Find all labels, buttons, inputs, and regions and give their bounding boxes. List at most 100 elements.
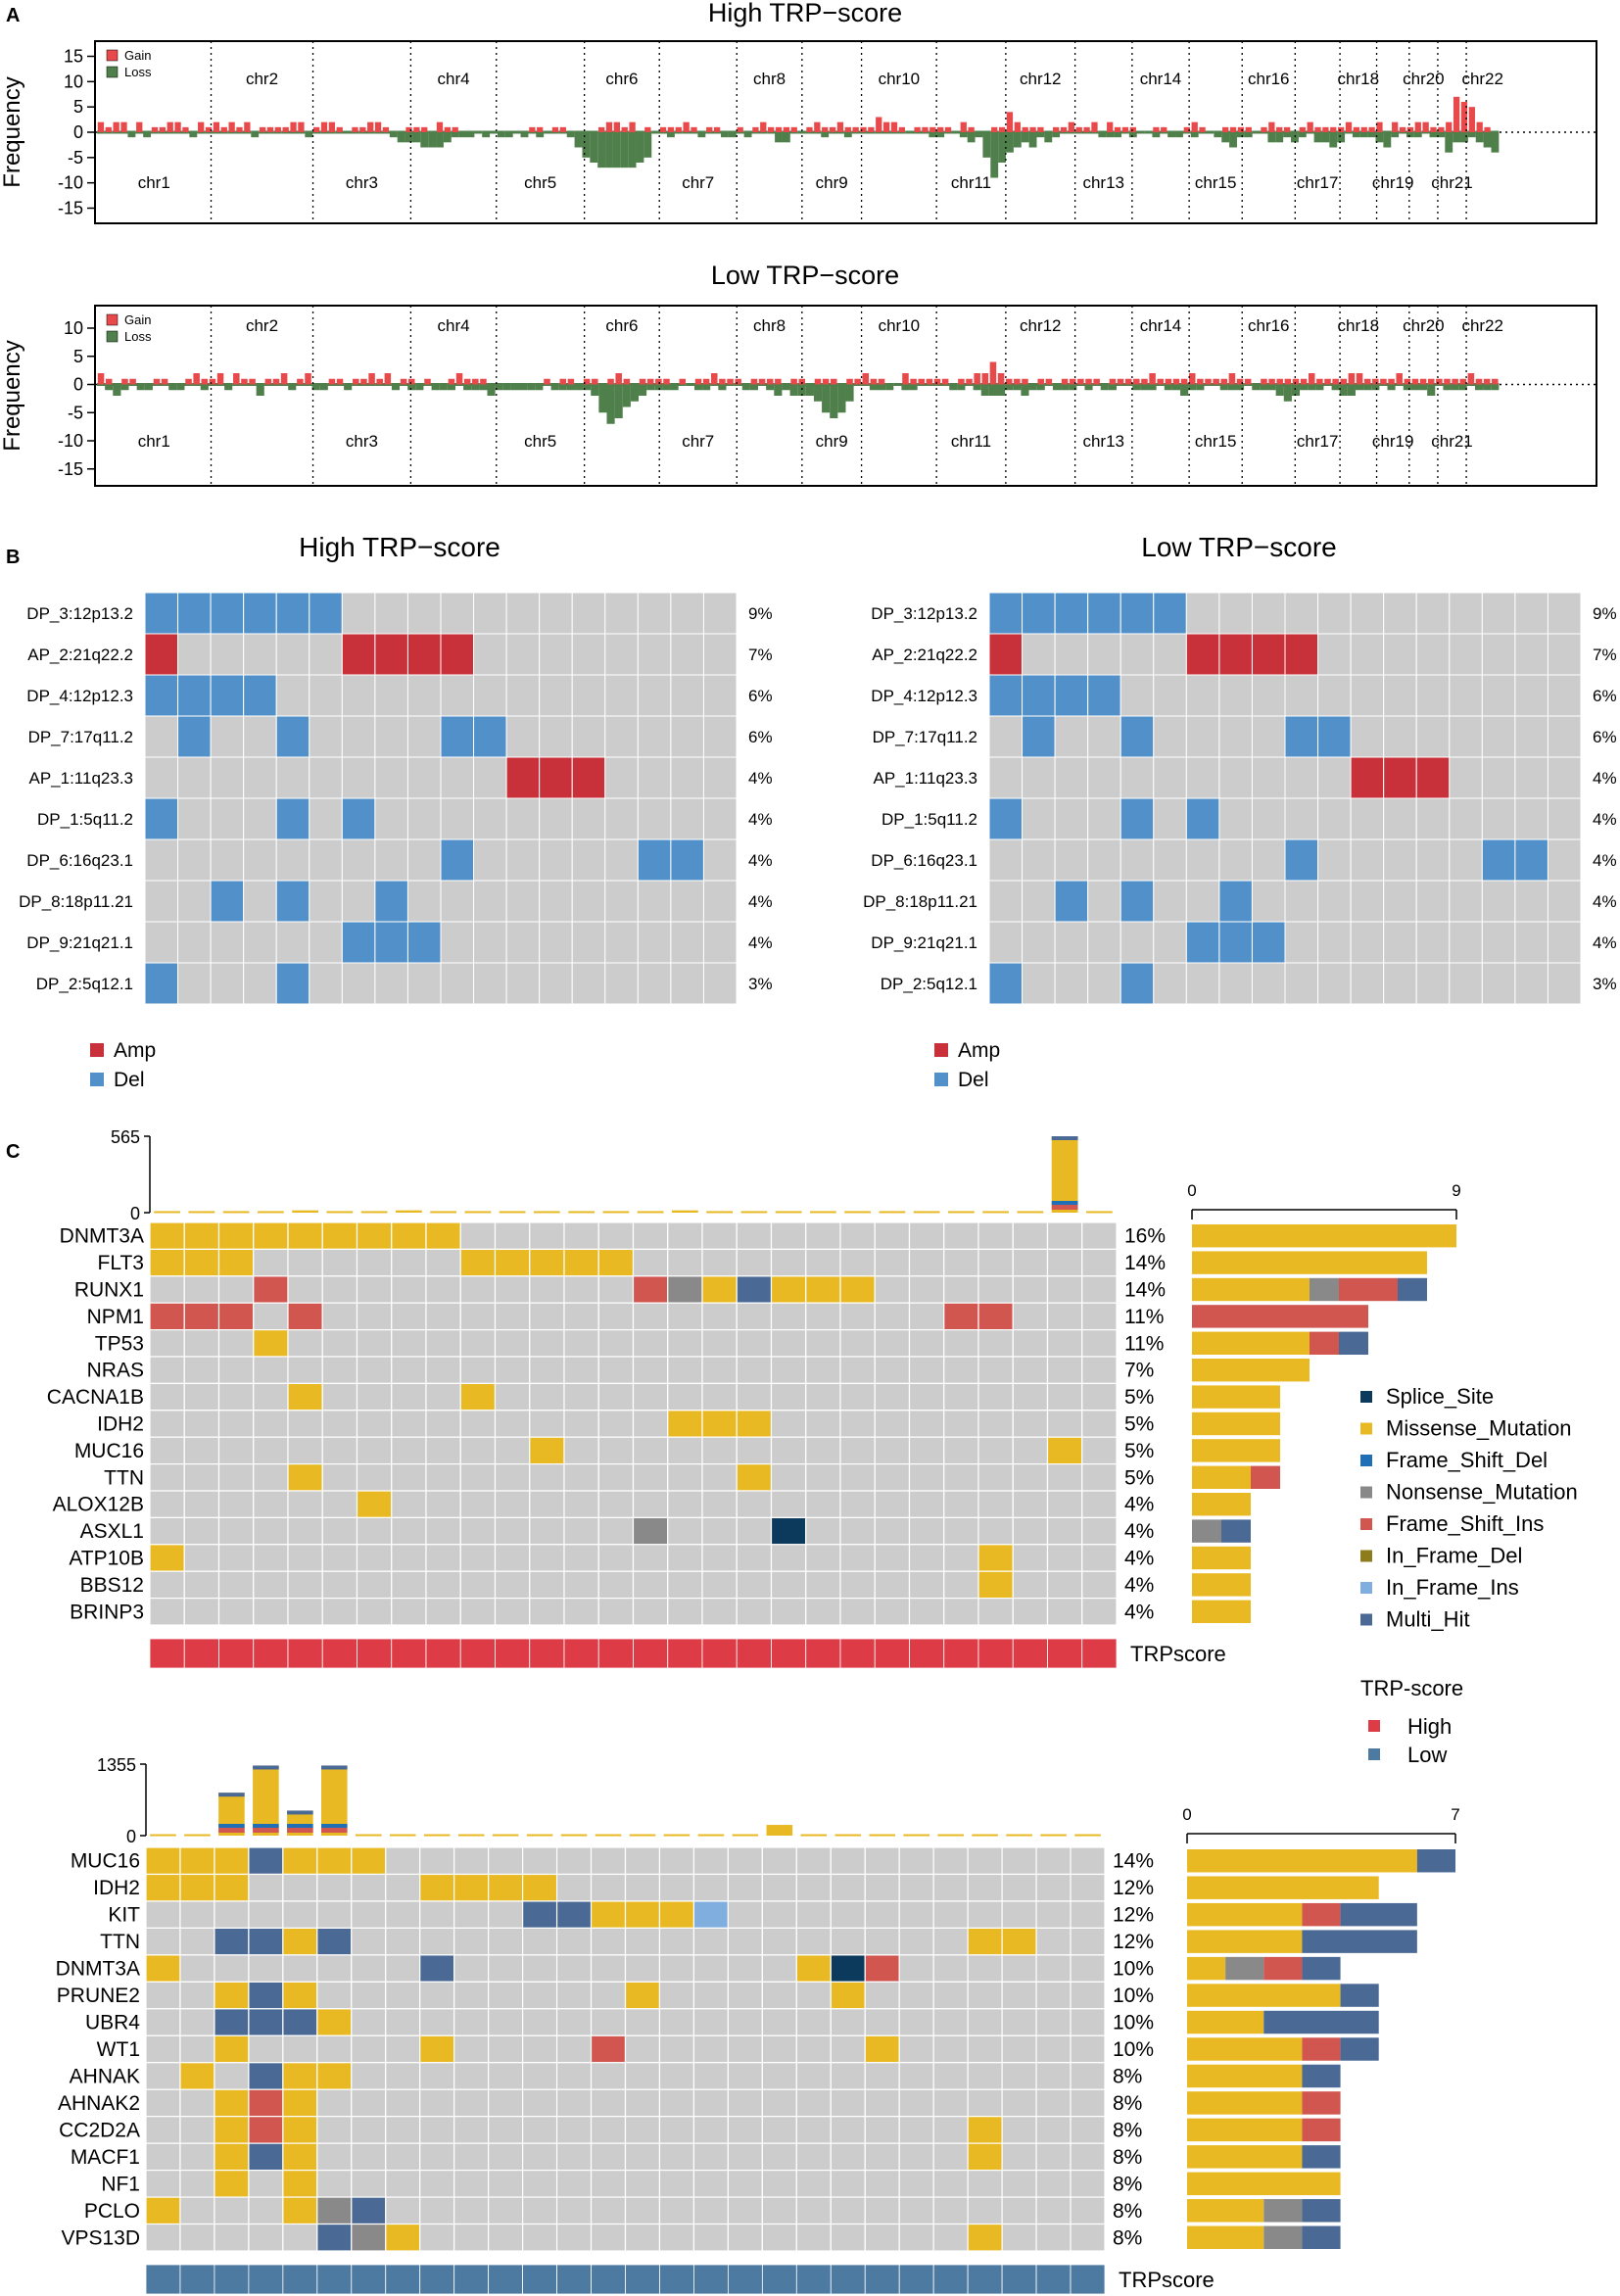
- loss-bar: [504, 132, 513, 138]
- empty-cell: [453, 2223, 490, 2252]
- empty-cell: [830, 2088, 866, 2118]
- empty-cell: [1001, 2034, 1037, 2064]
- empty-cell: [658, 2116, 695, 2144]
- gain-bar: [829, 126, 836, 132]
- empty-cell: [898, 2008, 934, 2036]
- empty-cell: [839, 1328, 876, 1358]
- panel-label-a: A: [6, 5, 20, 26]
- empty-cell: [736, 1544, 773, 1572]
- row-percent: 4%: [1593, 933, 1617, 952]
- gain-bar: [400, 378, 407, 385]
- gain-bar: [683, 121, 690, 132]
- mutation-cell: [977, 1570, 1014, 1600]
- gain-bar: [623, 378, 631, 385]
- tmb-bar: [430, 1211, 457, 1214]
- empty-cell: [1035, 2088, 1072, 2118]
- empty-cell: [539, 797, 573, 840]
- tmb-bar: [222, 1211, 250, 1214]
- gain-bar: [455, 373, 463, 385]
- loss-bar: [1427, 384, 1436, 396]
- empty-cell: [908, 1597, 945, 1626]
- loss-bar: [975, 132, 983, 138]
- loss-bar: [957, 384, 966, 391]
- empty-cell: [701, 1356, 738, 1384]
- gene-label: IDH2: [97, 1413, 144, 1436]
- empty-cell: [425, 1410, 461, 1438]
- tmb-bar-segment: [253, 1824, 279, 1828]
- empty-cell: [309, 921, 343, 964]
- annotation-cell: [771, 1638, 807, 1669]
- annotation-cell: [391, 1638, 427, 1669]
- gain-bar: [559, 378, 567, 385]
- loss-bar: [1052, 384, 1062, 391]
- tmb-bar: [595, 1834, 622, 1837]
- empty-cell: [356, 1248, 393, 1277]
- gain-bar: [822, 378, 830, 385]
- gain-bar: [1453, 96, 1460, 132]
- annotation-cell: [967, 2264, 1003, 2295]
- empty-cell: [908, 1275, 945, 1304]
- gain-bar: [151, 126, 159, 132]
- loss-bar: [1214, 132, 1222, 138]
- empty-cell: [795, 1846, 832, 1876]
- empty-cell: [459, 1544, 497, 1572]
- annotation-cell: [1070, 2264, 1106, 2295]
- mutation-cell: [316, 2062, 353, 2090]
- empty-cell: [736, 1356, 773, 1384]
- del-cell: [1185, 797, 1220, 840]
- empty-cell: [459, 1597, 497, 1626]
- empty-cell: [1449, 633, 1483, 676]
- empty-cell: [727, 2116, 763, 2144]
- empty-cell: [667, 1570, 703, 1600]
- del-cell: [1481, 838, 1516, 882]
- mutation-cell: [149, 1221, 185, 1250]
- loss-bar: [821, 132, 830, 138]
- gain-bar: [272, 378, 280, 385]
- empty-cell: [1035, 1846, 1072, 1876]
- empty-cell: [624, 1954, 661, 1983]
- gain-bar: [185, 378, 192, 385]
- empty-cell: [795, 1927, 832, 1956]
- gain-bar: [336, 126, 343, 132]
- gain-bar: [1268, 378, 1275, 385]
- mutation-legend-swatch: [1360, 1486, 1372, 1499]
- chromosome-label: chr18: [1338, 70, 1380, 88]
- empty-cell: [761, 2223, 797, 2252]
- empty-cell: [874, 1436, 911, 1465]
- side-bar-segment: [1302, 2037, 1341, 2061]
- row-percent: 6%: [748, 728, 773, 746]
- empty-cell: [183, 1356, 220, 1384]
- empty-cell: [839, 1462, 876, 1492]
- gain-bar: [760, 121, 767, 132]
- gene-label: UBR4: [85, 2012, 140, 2034]
- loss-bar: [929, 132, 937, 138]
- loss-bar: [176, 384, 185, 391]
- gain-bar: [1022, 126, 1028, 132]
- empty-cell: [453, 2196, 490, 2225]
- gain-bar: [305, 373, 311, 385]
- empty-cell: [351, 2088, 387, 2118]
- tmb-bar: [526, 1834, 553, 1837]
- empty-cell: [701, 1382, 738, 1411]
- gain-bar: [663, 378, 670, 385]
- amp-cell: [341, 633, 376, 676]
- empty-cell: [287, 1490, 323, 1518]
- empty-cell: [597, 1436, 635, 1465]
- empty-cell: [505, 962, 541, 1005]
- empty-cell: [898, 1981, 934, 2010]
- empty-cell: [604, 756, 639, 799]
- empty-cell: [316, 1981, 353, 2010]
- loss-bar: [127, 132, 136, 138]
- mutation-cell: [967, 2223, 1003, 2252]
- empty-cell: [406, 962, 442, 1005]
- empty-cell: [702, 633, 738, 676]
- empty-cell: [1317, 756, 1352, 799]
- loss-bar: [1036, 132, 1045, 138]
- empty-cell: [356, 1436, 393, 1465]
- gain-bar: [960, 121, 967, 132]
- del-cell: [275, 797, 310, 840]
- empty-cell: [898, 1900, 934, 1930]
- gain-bar: [914, 126, 921, 132]
- loss-bar: [1132, 384, 1141, 391]
- empty-cell: [761, 1873, 797, 1902]
